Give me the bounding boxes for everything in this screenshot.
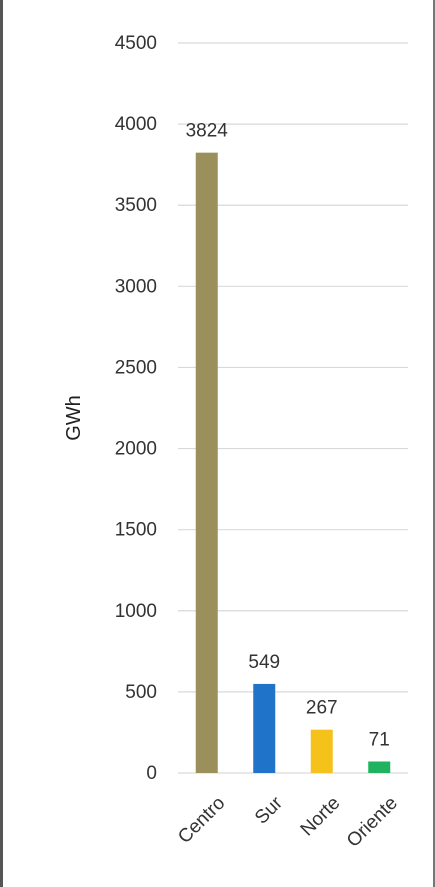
bar-centro bbox=[195, 152, 218, 773]
data-label-sur: 549 bbox=[248, 652, 280, 673]
data-label-norte: 267 bbox=[306, 698, 338, 719]
y-axis-title: GWh bbox=[63, 395, 85, 441]
bar-norte bbox=[310, 729, 333, 773]
category-label-sur: Sur bbox=[251, 792, 287, 828]
y-tick-label: 3000 bbox=[115, 276, 157, 297]
y-tick-label: 2500 bbox=[115, 357, 157, 378]
y-tick-label: 4500 bbox=[115, 33, 157, 54]
y-axis-ticks: 0 500 1000 1500 2000 2500 3000 3500 4000 4500 bbox=[115, 33, 157, 784]
y-tick-label: 1500 bbox=[115, 520, 157, 541]
data-labels: 3824 549 267 71 bbox=[186, 121, 390, 751]
y-tick-label: 0 bbox=[146, 763, 157, 784]
bars bbox=[195, 152, 391, 773]
bar-oriente bbox=[368, 761, 391, 773]
bar-sur bbox=[253, 683, 276, 773]
y-tick-label: 2000 bbox=[115, 439, 157, 460]
y-tick-label: 500 bbox=[125, 682, 157, 703]
category-label-norte: Norte bbox=[297, 793, 345, 841]
y-tick-label: 3500 bbox=[115, 195, 157, 216]
y-tick-label: 1000 bbox=[115, 601, 157, 622]
bar-chart: 0 500 1000 1500 2000 2500 3000 3500 4000 4500 382… bbox=[63, 33, 408, 852]
category-label-oriente: Oriente bbox=[343, 793, 402, 852]
data-label-oriente: 71 bbox=[369, 729, 390, 750]
data-label-centro: 3824 bbox=[186, 121, 229, 142]
category-label-centro: Centro bbox=[174, 793, 229, 848]
y-tick-label: 4000 bbox=[115, 114, 157, 135]
